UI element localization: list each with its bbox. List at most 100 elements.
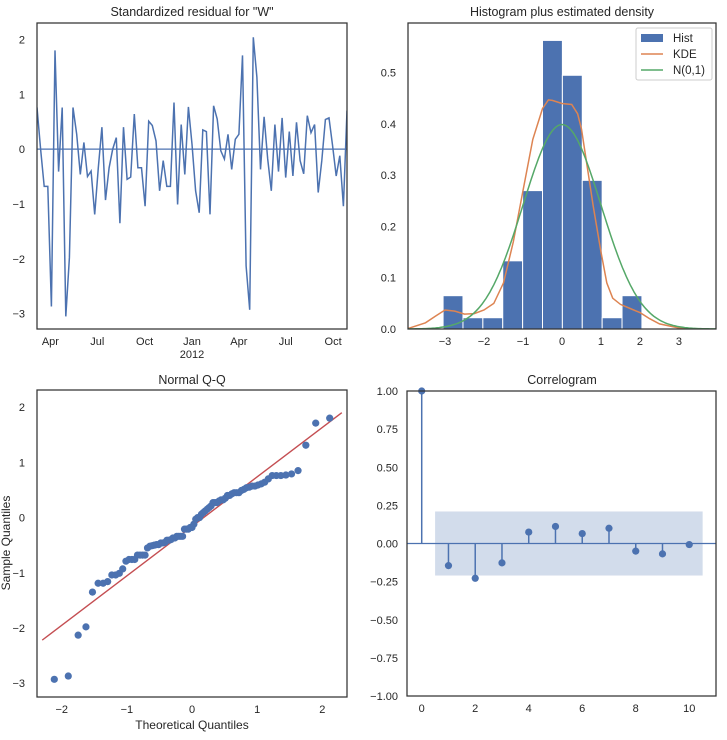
correlogram-ytick-label: 0.75 — [377, 424, 398, 436]
correlogram-ytick-label: −0.25 — [370, 577, 398, 589]
legend-label: N(0,1) — [673, 65, 705, 77]
residual-ytick-label: 1 — [19, 89, 25, 101]
qq-ytick-label: 0 — [19, 513, 25, 525]
histogram-title: Histogram plus estimated density — [470, 5, 655, 19]
qq-point — [104, 577, 112, 586]
normal-density-curve — [408, 123, 716, 329]
histogram-xtick-label: −3 — [439, 336, 452, 348]
residual-ytick-label: −2 — [12, 254, 25, 266]
correlogram-xtick-label: 4 — [526, 703, 532, 715]
residual-ytick-label: −1 — [12, 199, 25, 211]
acf-marker — [685, 540, 693, 549]
correlogram-ytick-label: 0.00 — [377, 539, 398, 551]
histogram-ytick-label: 0.0 — [381, 324, 396, 336]
correlogram-title: Correlogram — [527, 373, 596, 387]
residual-xtick-label: Apr — [230, 336, 247, 348]
correlogram-axes-frame — [406, 390, 717, 697]
qq-ytick-label: −1 — [12, 568, 25, 580]
histogram-xtick-label: 0 — [559, 336, 565, 348]
qq-ytick-label: −3 — [12, 678, 25, 690]
residual-axes-frame — [36, 22, 348, 330]
residual-xtick-label: Apr — [42, 336, 59, 348]
histogram-bar — [522, 190, 544, 330]
qq-xlabel: Theoretical Quantiles — [135, 718, 248, 732]
correlogram-xtick-label: 2 — [472, 703, 478, 715]
histogram-ytick-label: 0.1 — [381, 273, 396, 285]
qq-ytick-label: 1 — [19, 457, 25, 469]
residual-series-line — [37, 37, 347, 317]
qq-point — [178, 532, 187, 540]
residual-xtick-label: Jul — [279, 336, 293, 348]
correlogram-xtick-label: 10 — [683, 703, 695, 715]
histogram-xtick-label: 2 — [637, 336, 643, 348]
residual-xtick-label: Oct — [325, 336, 342, 348]
residual-xtick-label: Oct — [136, 336, 153, 348]
legend-hist-swatch — [641, 34, 663, 42]
histogram-bar — [542, 39, 563, 330]
correlogram-ytick-label: 1.00 — [377, 386, 398, 398]
residual-xtick-label: Jan — [183, 336, 201, 348]
acf-marker — [525, 528, 533, 536]
qq-point — [282, 471, 290, 479]
residual-ytick-label: 2 — [19, 34, 25, 46]
histogram-ytick-label: 0.2 — [381, 221, 396, 233]
acf-marker — [498, 559, 506, 567]
qq-xtick-label: 2 — [319, 704, 325, 716]
residual-title: Standardized residual for "W" — [110, 5, 273, 19]
residual-ytick-label: 0 — [19, 144, 25, 156]
correlogram-ytick-label: −0.75 — [370, 653, 398, 665]
correlogram-ytick-label: 0.25 — [377, 500, 398, 512]
qq-ytick-label: −2 — [12, 623, 25, 635]
histogram-bar — [482, 317, 504, 330]
histogram-xtick-label: −1 — [517, 336, 530, 348]
correlogram-ytick-label: −0.50 — [370, 615, 398, 627]
acf-marker — [632, 547, 640, 555]
qq-point — [312, 419, 320, 427]
histogram-axes-frame — [407, 22, 717, 330]
residual-xtick-year-label: 2012 — [180, 349, 204, 361]
qq-ytick-label: 2 — [19, 402, 25, 414]
acf-marker — [578, 529, 586, 538]
acf-marker — [551, 522, 560, 531]
legend-label: KDE — [673, 49, 697, 61]
histogram-bar — [601, 317, 623, 330]
histogram-ytick-label: 0.4 — [381, 119, 396, 131]
qq-axes-frame — [36, 389, 348, 698]
qq-point — [94, 579, 102, 587]
residual-ytick-label: −3 — [12, 309, 25, 321]
correlogram-xtick-label: 0 — [419, 703, 425, 715]
legend-label: Hist — [673, 33, 694, 45]
histogram-ytick-label: 0.5 — [381, 68, 396, 80]
qq-ylabel: Sample Quantiles — [0, 496, 13, 591]
acf-marker — [658, 550, 667, 558]
histogram-bar — [561, 74, 583, 330]
histogram-ytick-label: 0.3 — [381, 170, 396, 182]
qq-point — [287, 470, 296, 478]
qq-point — [302, 441, 310, 449]
qq-point — [64, 672, 72, 680]
histogram-xtick-label: 3 — [676, 336, 682, 348]
qq-xtick-label: −1 — [121, 704, 134, 716]
histogram-xtick-label: −2 — [478, 336, 491, 348]
qq-point — [119, 565, 127, 573]
acf-marker — [605, 524, 613, 532]
qq-point — [88, 588, 97, 596]
residual-xtick-label: Jul — [90, 336, 104, 348]
histogram-xtick-label: 1 — [598, 336, 604, 348]
correlogram-ytick-label: 0.50 — [377, 462, 398, 474]
qq-point — [326, 414, 334, 422]
qq-point — [82, 623, 90, 631]
kde-curve — [408, 99, 699, 329]
correlogram-xtick-label: 6 — [579, 703, 585, 715]
qq-point — [74, 631, 82, 639]
correlogram-ytick-label: −1.00 — [370, 691, 398, 703]
acf-marker — [471, 574, 479, 582]
qq-xtick-label: 1 — [254, 704, 260, 716]
qq-point — [141, 551, 149, 559]
qq-title: Normal Q-Q — [158, 373, 226, 387]
qq-xtick-label: −2 — [55, 704, 68, 716]
qq-point — [353, 401, 360, 408]
qq-xtick-label: 0 — [189, 704, 195, 716]
correlogram-xtick-label: 8 — [633, 703, 639, 715]
